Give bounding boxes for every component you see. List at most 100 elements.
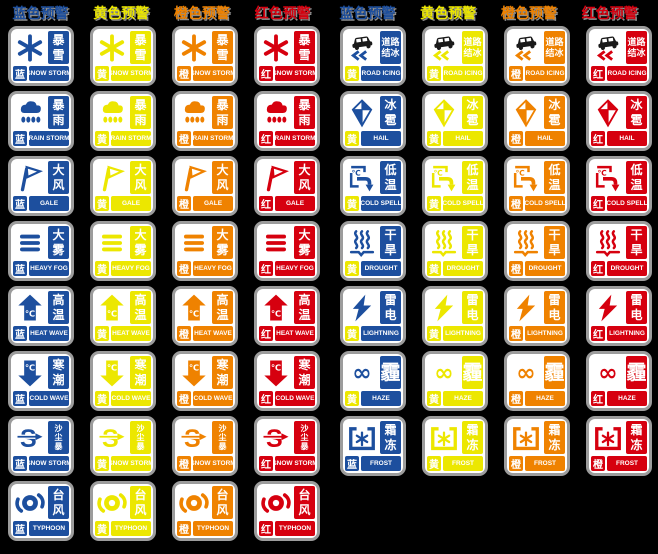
- column-header-orange: 橙色预警: [173, 5, 230, 21]
- warning-name-en: HEAVY FOG: [275, 261, 315, 276]
- warning-badge: 道路 结冰红 ROAD ICING: [586, 26, 652, 86]
- warning-badge: 干旱橙 DROUGHT: [504, 221, 570, 281]
- warning-badge: ℃ 寒潮黄 COLD WAVE: [90, 351, 156, 411]
- coldspell-icon: ℃: [427, 161, 460, 194]
- warning-badge: 道路 结冰橙 ROAD ICING: [504, 26, 570, 86]
- level-badge: 黄: [345, 196, 359, 211]
- level-badge: 蓝: [13, 521, 27, 536]
- warning-name-en: ROAD ICING: [443, 66, 483, 81]
- level-badge: 橙: [177, 326, 191, 341]
- warning-name-en: HAIL: [443, 131, 483, 146]
- warning-name-en: SNOW STORM: [193, 456, 233, 471]
- level-badge: 蓝: [13, 131, 27, 146]
- warning-name-cn: 雷电: [626, 291, 647, 324]
- warning-name-cn: 霾: [544, 356, 565, 389]
- level-badge: 黄: [427, 326, 441, 341]
- warning-name-en: GALE: [275, 196, 315, 211]
- warning-name-en: HEAVY FOG: [193, 261, 233, 276]
- warning-name-cn: 道路 结冰: [380, 31, 401, 64]
- warning-name-en: DROUGHT: [361, 261, 401, 276]
- level-badge: 橙: [509, 131, 523, 146]
- warning-name-cn: 干旱: [462, 226, 483, 259]
- warning-name-cn: 雷电: [462, 291, 483, 324]
- warning-name-en: HAZE: [361, 391, 401, 406]
- warning-name-cn: 冰雹: [626, 96, 647, 129]
- warning-name-cn: 霜冻: [380, 421, 401, 454]
- warning-row: ℃ 寒潮蓝 COLD WAVE ℃ 寒潮黄 COLD WAVE ℃ 寒潮橙 COLD WAVE ℃…: [0, 351, 658, 411]
- typhoon-icon: [259, 486, 292, 519]
- warning-name-en: DROUGHT: [525, 261, 565, 276]
- warning-name-en: HAZE: [607, 391, 647, 406]
- warning-row: 大雾蓝 HEAVY FOG 大雾黄 HEAVY FOG 大雾橙 HEAVY FOG 大雾红 H…: [0, 221, 658, 281]
- level-badge: 黄: [427, 261, 441, 276]
- level-badge: 黄: [427, 131, 441, 146]
- svg-text:∞: ∞: [352, 358, 371, 386]
- heat-icon: ℃: [13, 291, 46, 324]
- warning-name-en: TYPHOON: [29, 521, 69, 536]
- lightning-icon: [345, 291, 378, 324]
- level-badge: 橙: [509, 66, 523, 81]
- svg-text:S: S: [265, 425, 282, 453]
- warning-name-cn: 干旱: [544, 226, 565, 259]
- warning-badge: 雷电黄 LIGHTNING: [422, 286, 488, 346]
- warning-name-en: SNOW STORM: [29, 66, 69, 81]
- hail-icon: [427, 96, 460, 129]
- warning-badge: ℃ 低温橙 COLD SPELL: [504, 156, 570, 216]
- warning-badge: 暴雪黄SNOW STORM: [90, 26, 156, 86]
- warning-badge: 大风黄 GALE: [90, 156, 156, 216]
- warning-name-cn: 台风: [212, 486, 233, 519]
- warning-name-cn: 低温: [462, 161, 483, 194]
- gale-icon: [177, 161, 210, 194]
- warning-row: 暴雪蓝SNOW STORM暴雪黄SNOW STORM暴雪橙SNOW STORM暴…: [0, 26, 658, 86]
- warning-name-cn: 大风: [48, 161, 69, 194]
- warning-name-cn: 霜冻: [544, 421, 565, 454]
- warning-name-cn: 干旱: [626, 226, 647, 259]
- roadicing-icon: [345, 31, 378, 64]
- level-badge: 橙: [177, 66, 191, 81]
- svg-text:℃: ℃: [24, 308, 34, 318]
- warning-badge: 暴雨橙 RAIN STORM: [172, 91, 238, 151]
- warning-name-en: COLD WAVE: [111, 391, 151, 406]
- warning-name-en: HEAVY FOG: [111, 261, 151, 276]
- warning-badge: 暴雪橙SNOW STORM: [172, 26, 238, 86]
- level-badge: 黄: [95, 326, 109, 341]
- level-badge: 红: [259, 326, 273, 341]
- warning-badge: 冰雹黄 HAIL: [422, 91, 488, 151]
- level-badge: 橙: [591, 456, 605, 471]
- warning-name-cn: 霜冻: [626, 421, 647, 454]
- frost-icon: [509, 421, 542, 454]
- svg-text:∞: ∞: [434, 358, 453, 386]
- level-badge: 黄: [95, 456, 109, 471]
- roadicing-icon: [591, 31, 624, 64]
- level-badge: 黄: [345, 131, 359, 146]
- svg-text:℃: ℃: [188, 308, 198, 318]
- warning-name-en: COLD SPELL: [607, 196, 647, 211]
- warning-name-cn: 台风: [48, 486, 69, 519]
- warning-badge: 霜冻蓝 FROST: [340, 416, 406, 476]
- typhoon-icon: [177, 486, 210, 519]
- level-badge: 红: [259, 66, 273, 81]
- warning-badge: S 沙尘暴黄SNOW STORM: [90, 416, 156, 476]
- level-badge: 橙: [177, 261, 191, 276]
- coldwave-icon: ℃: [177, 356, 210, 389]
- coldspell-icon: ℃: [345, 161, 378, 194]
- warning-name-en: COLD WAVE: [29, 391, 69, 406]
- warning-name-cn: 大风: [294, 161, 315, 194]
- level-badge: 蓝: [345, 456, 359, 471]
- level-badge: 黄: [345, 326, 359, 341]
- warning-name-en: HAZE: [525, 391, 565, 406]
- warning-badge: 暴雨蓝 RAIN STORM: [8, 91, 74, 151]
- warning-name-cn: 沙尘暴: [130, 421, 151, 454]
- warning-name-en: ROAD ICING: [361, 66, 401, 81]
- warning-badge: ℃ 低温黄 COLD SPELL: [340, 156, 406, 216]
- column-header-yellow: 黄色预警: [93, 5, 150, 21]
- warning-name-cn: 高温: [294, 291, 315, 324]
- drought-icon: [509, 226, 542, 259]
- warning-badge: 雷电红 LIGHTNING: [586, 286, 652, 346]
- warning-name-en: SNOW STORM: [275, 456, 315, 471]
- warning-row: S沙尘暴蓝SNOW STORMS沙尘暴黄SNOW STORMS沙尘暴橙SNOW …: [0, 416, 658, 476]
- haze-icon: ∞: [345, 356, 378, 389]
- level-badge: 黄: [95, 391, 109, 406]
- warning-name-en: HAZE: [443, 391, 483, 406]
- warning-badge: 台风黄 TYPHOON: [90, 481, 156, 541]
